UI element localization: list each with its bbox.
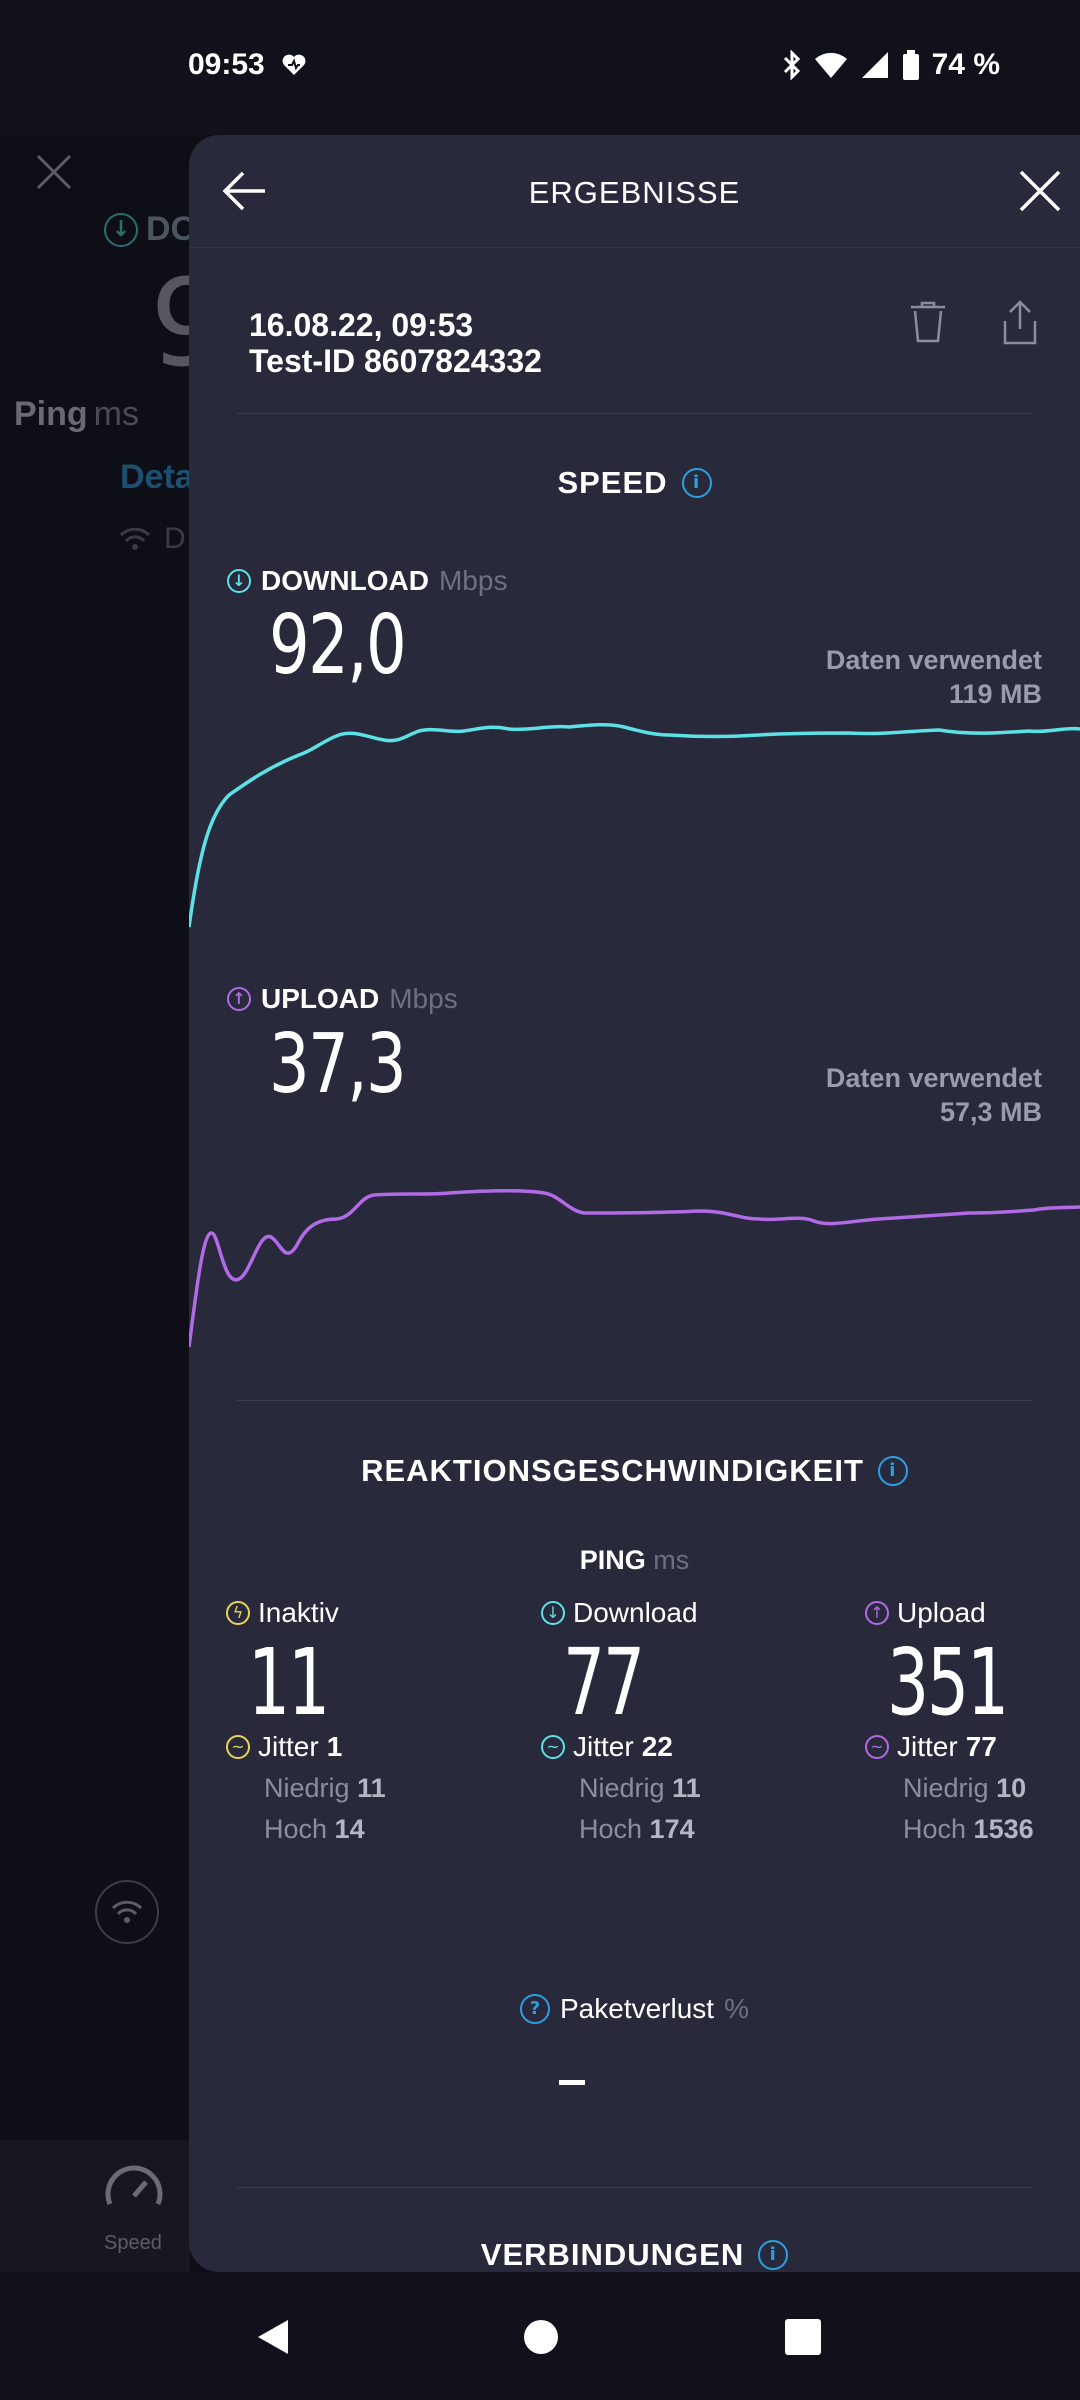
close-icon[interactable]: [1018, 169, 1062, 213]
trash-icon[interactable]: [909, 301, 947, 343]
test-meta: 16.08.22, 09:53 Test-ID 8607824332: [249, 307, 542, 379]
upload-arrow-icon: ↑: [865, 1601, 889, 1625]
home-nav-icon[interactable]: [523, 2319, 559, 2355]
wifi-button[interactable]: [95, 1880, 159, 1944]
signal-icon: [861, 52, 888, 78]
speedometer-icon[interactable]: [104, 2160, 164, 2210]
download-jitter: ~ Jitter 22: [541, 1731, 701, 1763]
info-icon[interactable]: i: [681, 468, 712, 498]
connections-section-title: VERBINDUNGEN i: [189, 2237, 1080, 2272]
upload-ping-value: 351: [887, 1629, 1009, 1736]
upload-data-used: Daten verwendet 57,3 MB: [825, 1063, 1042, 1127]
share-icon[interactable]: [999, 299, 1041, 345]
upload-low: Niedrig 10: [903, 1773, 1027, 1803]
ping-column-upload: ↑ Upload 351 ~ Jitter 77 Niedrig 10 Hoch …: [865, 1597, 1054, 1845]
packet-loss-label: ? Paketverlust %: [189, 1993, 1080, 2025]
upload-high: Hoch 1536: [903, 1814, 1034, 1844]
download-value: 92,0: [269, 598, 407, 693]
divider: [237, 413, 1032, 414]
info-icon[interactable]: i: [758, 2240, 789, 2270]
responsiveness-section-title: REAKTIONSGESCHWINDIGKEIT i: [189, 1453, 1080, 1489]
bluetooth-icon: [783, 50, 800, 80]
download-ping-value: 77: [563, 1629, 645, 1736]
upload-speed-graph: [189, 1188, 1080, 1348]
packet-loss-value: [559, 2080, 585, 2085]
info-icon[interactable]: i: [877, 1456, 908, 1486]
download-low: Niedrig 11: [579, 1773, 701, 1803]
ping-column-idle: ϟ Inaktiv 11 ~ Jitter 1 Niedrig 11 Hoch 1…: [226, 1597, 386, 1845]
status-bar: 09:53 74 %: [0, 0, 1080, 135]
download-label: ↓ DOWNLOAD Mbps: [227, 565, 507, 597]
system-nav-bar: [0, 2272, 1080, 2400]
bg-connection: D: [118, 522, 186, 556]
battery-percent: 74 %: [931, 48, 1000, 81]
wifi-icon: [814, 52, 847, 78]
idle-high: Hoch 14: [264, 1814, 365, 1844]
download-data-used: Daten verwendet 119 MB: [825, 645, 1042, 709]
download-arrow-icon: ↓: [541, 1601, 565, 1625]
bg-download-label: ↓ DO: [104, 210, 197, 249]
idle-low: Niedrig 11: [264, 1773, 386, 1803]
results-panel: ERGEBNISSE 16.08.22, 09:53 Test-ID 86078…: [189, 135, 1080, 2272]
jitter-wave-icon: ~: [226, 1735, 250, 1759]
download-arrow-icon: ↓: [104, 212, 138, 247]
back-nav-icon[interactable]: [256, 2318, 290, 2356]
wifi-icon: [119, 527, 151, 550]
idle-ping-value: 11: [248, 1629, 330, 1736]
page-title: ERGEBNISSE: [528, 175, 741, 210]
tab-speed-label[interactable]: Speed: [104, 2232, 162, 2254]
download-ping-label: ↓ Download: [541, 1597, 701, 1629]
download-arrow-icon: ↓: [227, 569, 251, 593]
divider: [237, 2187, 1032, 2188]
bottom-tab-bar: [0, 2140, 190, 2272]
bg-ping-label: Ping ms: [14, 395, 139, 433]
wifi-icon: [111, 1900, 143, 1923]
ping-column-download: ↓ Download 77 ~ Jitter 22 Niedrig 11 Hoch…: [541, 1597, 701, 1845]
jitter-wave-icon: ~: [865, 1735, 889, 1759]
download-high: Hoch 174: [579, 1814, 695, 1844]
close-icon[interactable]: [34, 152, 74, 192]
upload-jitter: ~ Jitter 77: [865, 1731, 1054, 1763]
health-icon: [282, 54, 306, 75]
ping-header: PING ms: [579, 1545, 690, 1575]
battery-icon: [902, 50, 919, 80]
status-time: 09:53: [188, 48, 265, 81]
jitter-wave-icon: ~: [541, 1735, 565, 1759]
recents-nav-icon[interactable]: [785, 2319, 821, 2355]
status-icons: 74 %: [782, 48, 1000, 82]
help-icon[interactable]: ?: [520, 1994, 550, 2024]
idle-bolt-icon: ϟ: [226, 1601, 250, 1625]
speed-section-title: SPEED i: [189, 465, 1080, 501]
download-speed-graph: [189, 722, 1080, 928]
test-id: Test-ID 8607824332: [249, 343, 542, 379]
idle-label: ϟ Inaktiv: [226, 1597, 386, 1629]
idle-jitter: ~ Jitter 1: [226, 1731, 386, 1763]
test-date: 16.08.22, 09:53: [249, 307, 474, 343]
upload-value: 37,3: [269, 1017, 407, 1112]
upload-ping-label: ↑ Upload: [865, 1597, 1054, 1629]
upload-label: ↑ UPLOAD Mbps: [227, 983, 458, 1015]
divider: [237, 1400, 1032, 1401]
panel-header: ERGEBNISSE: [189, 135, 1080, 248]
bg-details-link[interactable]: Deta: [120, 458, 194, 496]
upload-arrow-icon: ↑: [227, 987, 251, 1011]
back-arrow-icon[interactable]: [221, 169, 267, 213]
